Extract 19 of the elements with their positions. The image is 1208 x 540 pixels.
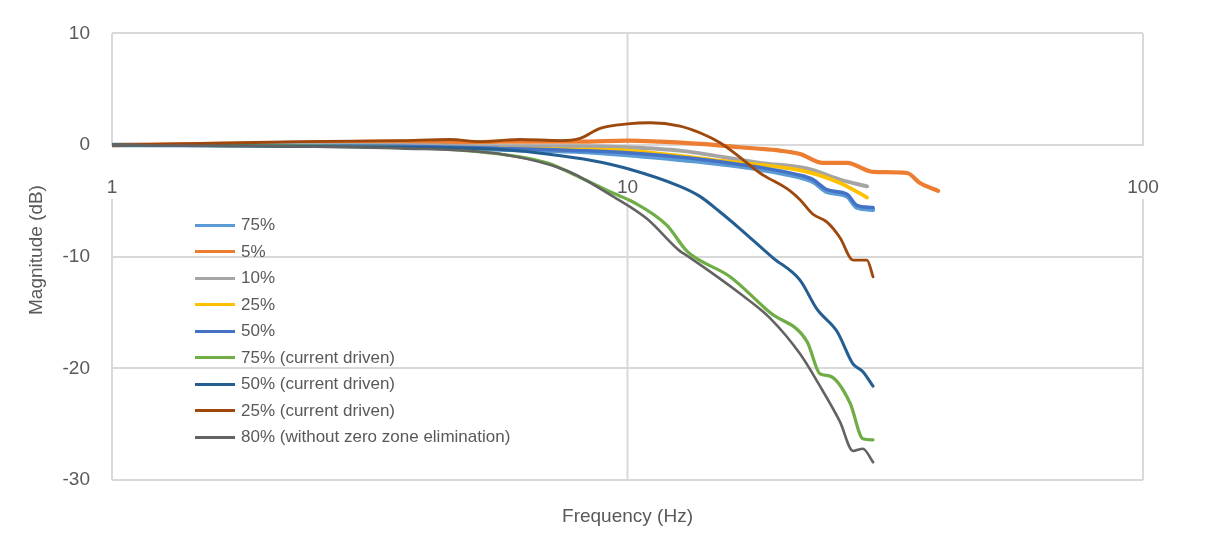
y-tick-label: -20: [62, 356, 90, 378]
legend-label: 25%: [241, 294, 276, 315]
y-tick-label: 10: [68, 21, 90, 43]
y-axis-title: Magnitude (dB): [25, 185, 47, 315]
legend-label: 25% (current driven): [241, 400, 396, 421]
y-tick-label: -30: [62, 468, 90, 490]
legend-label: 50%: [241, 321, 276, 342]
legend-label: 5%: [241, 241, 266, 262]
x-tick-label: 100: [1127, 176, 1159, 198]
legend-label: 10%: [241, 268, 276, 289]
legend-label: 80% (without zero zone elimination): [241, 427, 511, 448]
y-tick-label: -10: [62, 244, 90, 266]
x-tick-label: 10: [616, 176, 639, 198]
x-axis-title: Frequency (Hz): [561, 505, 694, 527]
legend-label: 75%: [241, 215, 276, 236]
legend-label: 75% (current driven): [241, 347, 396, 368]
y-tick-label: 0: [79, 133, 90, 155]
legend-label: 50% (current driven): [241, 374, 396, 395]
x-tick-label: 1: [106, 176, 118, 198]
